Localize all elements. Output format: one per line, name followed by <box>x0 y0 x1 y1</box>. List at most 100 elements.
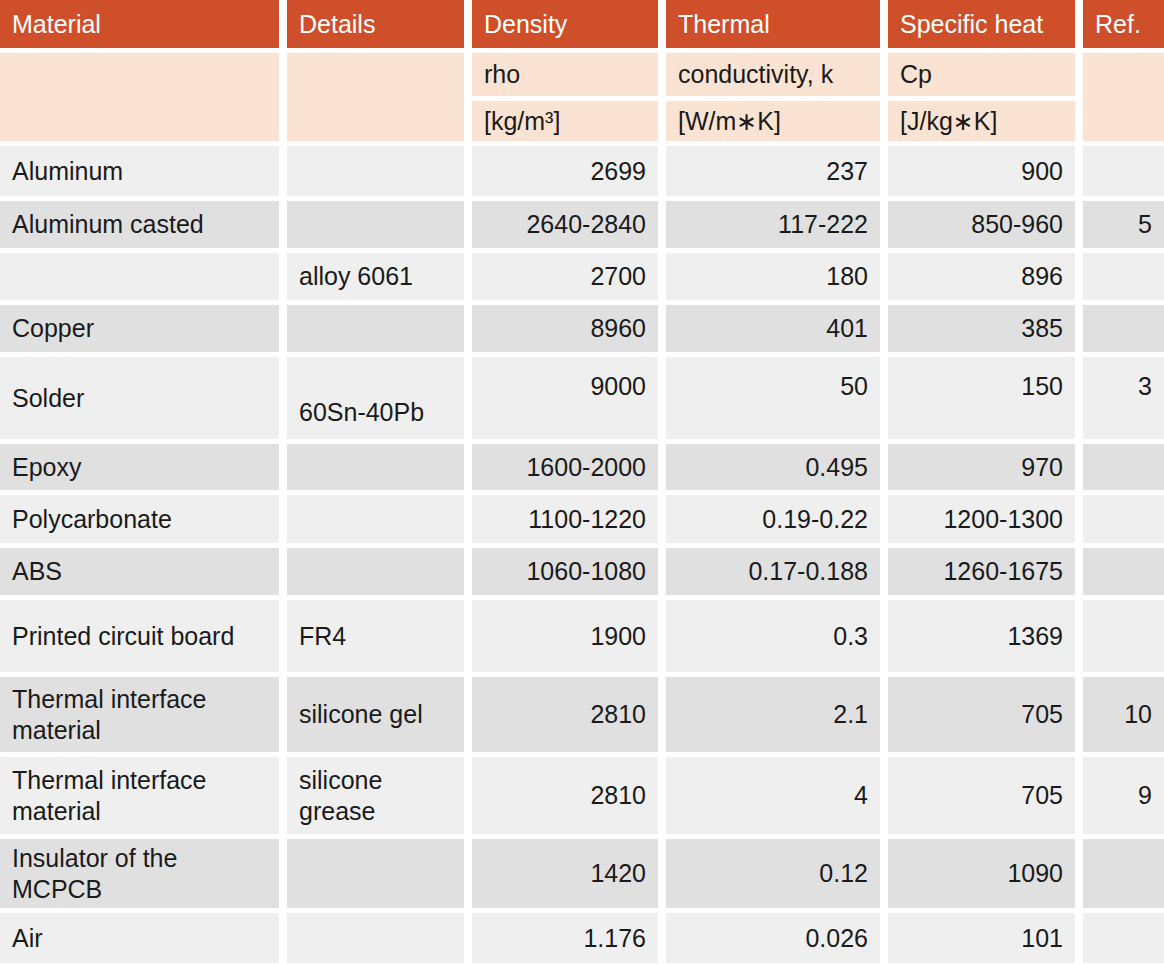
cell-specific-heat: 705 <box>888 757 1075 834</box>
cell-thermal: 237 <box>666 146 880 196</box>
cell-material: ABS <box>0 548 279 595</box>
table-row: Epoxy 1600-20000.495970 <box>0 444 1164 490</box>
table-header-row: Material Details Density Thermal Specifi… <box>0 0 1164 48</box>
cell-density: 1420 <box>472 839 658 908</box>
cell-ref <box>1083 305 1164 352</box>
cell-ref <box>1083 548 1164 595</box>
cell-material: Air <box>0 913 279 963</box>
cell-thermal: 0.3 <box>666 600 880 672</box>
cell-specific-heat: 101 <box>888 913 1075 963</box>
cell-thermal: 0.12 <box>666 839 880 908</box>
cell-details <box>287 146 464 196</box>
cell-specific-heat: 150 <box>888 357 1075 439</box>
cell-details: FR4 <box>287 600 464 672</box>
cell-ref: 5 <box>1083 201 1164 248</box>
table-row: Polycarbonate1100-12200.19-0.221200-1300 <box>0 495 1164 543</box>
material-properties-table: Material Details Density Thermal Specifi… <box>0 0 1164 963</box>
cell-ref <box>1083 444 1164 490</box>
cell-material: Printed circuit board <box>0 600 279 672</box>
cell-material: Aluminum casted <box>0 201 279 248</box>
cell-ref <box>1083 913 1164 963</box>
table-subheader-row: rho [kg/m³] conductivity, k [W/m∗K] Cp [… <box>0 53 1164 141</box>
cell-ref <box>1083 600 1164 672</box>
column-header-material: Material <box>0 0 279 48</box>
cell-thermal: 180 <box>666 253 880 300</box>
cell-ref: 9 <box>1083 757 1164 834</box>
cell-specific-heat: 1369 <box>888 600 1075 672</box>
cell-ref <box>1083 146 1164 196</box>
cell-density: 8960 <box>472 305 658 352</box>
column-header-details: Details <box>287 0 464 48</box>
table-row: alloy 60612700180896 <box>0 253 1164 300</box>
subheader-details-spacer <box>287 53 464 141</box>
cell-material: Thermal interface material <box>0 677 279 752</box>
cell-details: 60Sn-40Pb <box>287 357 464 439</box>
cell-details: silicone grease <box>287 757 464 834</box>
cell-thermal: 117-222 <box>666 201 880 248</box>
column-header-ref: Ref. <box>1083 0 1164 48</box>
cell-density: 2810 <box>472 757 658 834</box>
table-row: Thermal interface materialsilicone gel28… <box>0 677 1164 752</box>
cell-specific-heat: 1090 <box>888 839 1075 908</box>
subheader-density-symbol: rho <box>472 53 658 96</box>
cell-density: 1100-1220 <box>472 495 658 543</box>
cell-material: Solder <box>0 357 279 439</box>
subheader-ref-spacer <box>1083 53 1164 141</box>
cell-specific-heat: 1200-1300 <box>888 495 1075 543</box>
cell-thermal: 401 <box>666 305 880 352</box>
cell-ref: 3 <box>1083 357 1164 439</box>
cell-density: 1.176 <box>472 913 658 963</box>
cell-details <box>287 201 464 248</box>
table-row: Solder60Sn-40Pb9000501503 <box>0 357 1164 439</box>
table-row: ABS 1060-10800.17-0.1881260-1675 <box>0 548 1164 595</box>
cell-density: 1900 <box>472 600 658 672</box>
table-row: Air 1.1760.026101 <box>0 913 1164 963</box>
cell-ref <box>1083 839 1164 908</box>
table-row: Aluminum casted2640-2840117-222850-9605 <box>0 201 1164 248</box>
cell-density: 2700 <box>472 253 658 300</box>
cell-details <box>287 495 464 543</box>
cell-material: Insulator of the MCPCB <box>0 839 279 908</box>
cell-material: Aluminum <box>0 146 279 196</box>
subheader-density-unit: [kg/m³] <box>472 101 658 141</box>
subheader-thermal-unit: [W/m∗K] <box>666 101 880 141</box>
cell-thermal: 0.17-0.188 <box>666 548 880 595</box>
table-row: Insulator of the MCPCB 14200.121090 <box>0 839 1164 908</box>
cell-specific-heat: 850-960 <box>888 201 1075 248</box>
cell-specific-heat: 1260-1675 <box>888 548 1075 595</box>
cell-details <box>287 839 464 908</box>
cell-ref <box>1083 253 1164 300</box>
cell-density: 1600-2000 <box>472 444 658 490</box>
cell-details <box>287 305 464 352</box>
cell-details: alloy 6061 <box>287 253 464 300</box>
cell-ref <box>1083 495 1164 543</box>
cell-specific-heat: 896 <box>888 253 1075 300</box>
cell-thermal: 0.19-0.22 <box>666 495 880 543</box>
cell-material: Thermal interface material <box>0 757 279 834</box>
column-header-density: Density <box>472 0 658 48</box>
cell-thermal: 2.1 <box>666 677 880 752</box>
subheader-specific-heat-unit: [J/kg∗K] <box>888 101 1075 141</box>
cell-thermal: 0.495 <box>666 444 880 490</box>
cell-thermal: 0.026 <box>666 913 880 963</box>
cell-specific-heat: 385 <box>888 305 1075 352</box>
subheader-thermal-symbol: conductivity, k <box>666 53 880 96</box>
column-header-specific-heat: Specific heat <box>888 0 1075 48</box>
cell-material <box>0 253 279 300</box>
column-header-thermal: Thermal <box>666 0 880 48</box>
cell-details <box>287 444 464 490</box>
cell-density: 1060-1080 <box>472 548 658 595</box>
table-row: Thermal interface materialsilicone greas… <box>0 757 1164 834</box>
cell-specific-heat: 970 <box>888 444 1075 490</box>
table-row: Printed circuit boardFR419000.31369 <box>0 600 1164 672</box>
subheader-material-spacer <box>0 53 279 141</box>
cell-material: Epoxy <box>0 444 279 490</box>
cell-material: Copper <box>0 305 279 352</box>
cell-details <box>287 913 464 963</box>
cell-density: 2810 <box>472 677 658 752</box>
cell-density: 9000 <box>472 357 658 439</box>
cell-details <box>287 548 464 595</box>
cell-specific-heat: 705 <box>888 677 1075 752</box>
cell-specific-heat: 900 <box>888 146 1075 196</box>
cell-ref: 10 <box>1083 677 1164 752</box>
